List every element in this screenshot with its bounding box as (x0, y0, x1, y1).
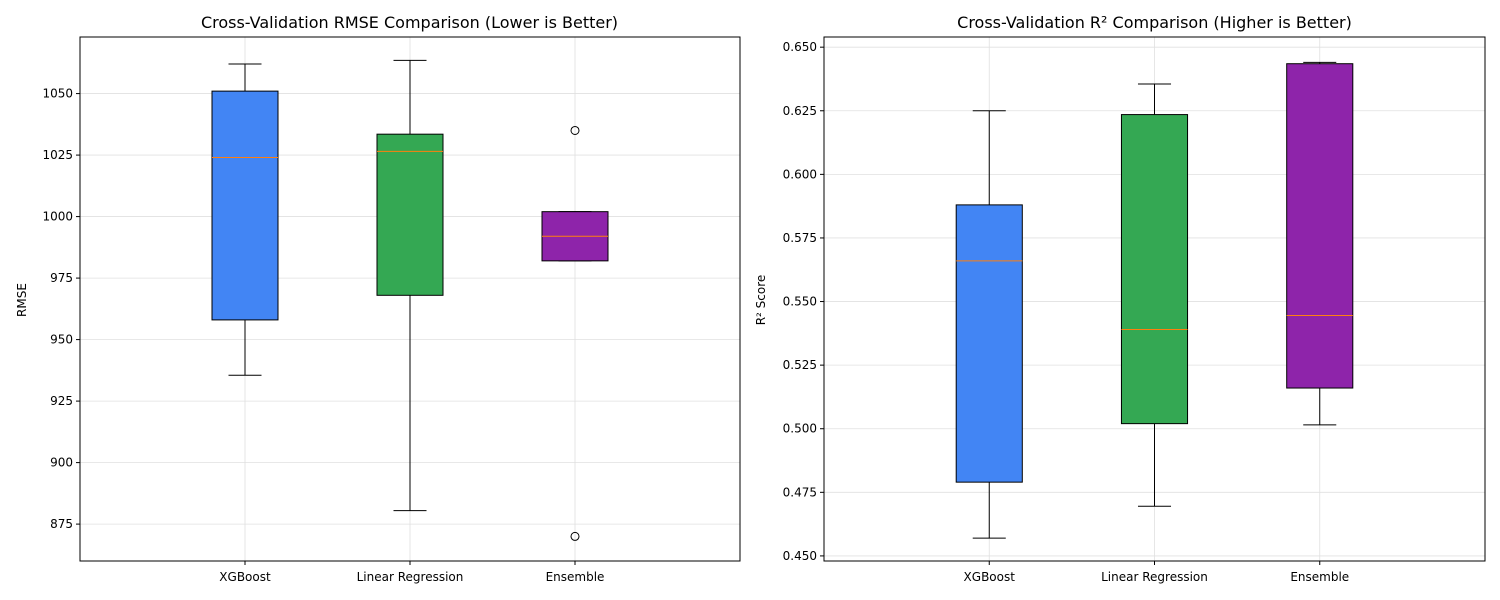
iqr-box (211, 90, 279, 321)
rmse-y-tick-label: 925 (50, 394, 73, 408)
r2-y-tick-label: 0.650 (783, 40, 817, 54)
rmse-y-tick-label: 900 (50, 456, 73, 470)
rmse-chart-title: Cross-Validation RMSE Comparison (Lower … (201, 13, 618, 32)
rmse-y-tick-label: 1000 (42, 210, 73, 224)
r2-y-tick-label: 0.450 (783, 549, 817, 563)
r2-x-tick-label: XGBoost (964, 570, 1016, 584)
iqr-box (376, 133, 444, 296)
rmse-y-tick-label: 1025 (42, 148, 73, 162)
r2-x-tick-label: Linear Regression (1101, 570, 1208, 584)
rmse-boxplot-panel: Cross-Validation RMSE Comparison (Lower … (15, 13, 741, 584)
r2-y-tick-label: 0.525 (783, 358, 817, 372)
rmse-x-tick-label: Linear Regression (357, 570, 464, 584)
rmse-x-tick-label: XGBoost (219, 570, 271, 584)
rmse-y-tick-label: 1050 (42, 87, 73, 101)
iqr-box (1286, 63, 1354, 389)
r2-x-tick-label: Ensemble (1290, 570, 1349, 584)
rmse-y-axis-label: RMSE (15, 283, 29, 317)
rmse-box-xgboost (211, 63, 279, 376)
r2-y-tick-label: 0.575 (783, 231, 817, 245)
r2-y-tick-label: 0.500 (783, 422, 817, 436)
iqr-box (1120, 114, 1189, 425)
iqr-box (955, 204, 1023, 483)
r2-box-xgboost (955, 110, 1023, 539)
rmse-y-tick-label: 950 (50, 333, 73, 347)
r2-boxplot-panel: Cross-Validation R² Comparison (Higher i… (754, 13, 1486, 584)
outlier-point (570, 531, 580, 541)
r2-y-axis-label: R² Score (754, 275, 768, 326)
rmse-x-tick-label: Ensemble (546, 570, 605, 584)
r2-y-tick-label: 0.625 (783, 104, 817, 118)
rmse-y-tick-label: 975 (50, 271, 73, 285)
outlier-point (570, 125, 580, 135)
rmse-box-ensemble (541, 125, 609, 541)
r2-y-tick-label: 0.475 (783, 485, 817, 499)
rmse-y-tick-label: 875 (50, 517, 73, 531)
r2-chart-title: Cross-Validation R² Comparison (Higher i… (957, 13, 1352, 32)
r2-y-tick-label: 0.600 (783, 167, 817, 181)
rmse-box-linear-regression (376, 59, 444, 512)
r2-box-ensemble (1286, 61, 1354, 426)
r2-box-linear-regression (1120, 83, 1189, 507)
r2-y-tick-label: 0.550 (783, 295, 817, 309)
